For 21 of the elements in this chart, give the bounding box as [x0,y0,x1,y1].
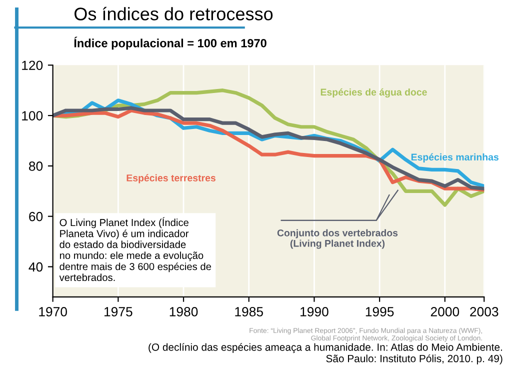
y-tick-label: 60 [29,212,43,222]
text: Espécies terrestres [126,174,216,184]
y-tick-label: 40 [28,262,43,272]
x-tick-label: 1980 [170,307,198,316]
chart-title: Os índices do retrocesso [74,6,273,20]
series-label: Espécies marinhas [411,153,498,162]
text: Conjunto dos vertebrados (Living Planet Index) [277,229,398,249]
x-tick-label: 1970 [39,307,67,316]
x-tick-label: 1990 [300,307,328,316]
x-tick-label: 2003 [470,307,498,316]
y-tick-label: 100 [22,111,43,120]
annotation: O Living Planet Index (Índice Planeta Vivo) é um indicador do estado da biodiversidade no mundo: ele mede a evolução dentre mais de 3 600 espécies de vertebrados. [59,217,212,282]
y-axis-title: Índice populacional = 100 em 1970 [74,36,266,50]
x-tick-label: 1995 [366,307,394,316]
y-tick-label: 80 [29,162,43,171]
x-tick-label: 1975 [104,307,132,316]
x-tick-label: 2000 [430,307,460,316]
y-tick-label: 120 [22,60,43,70]
x-tick-label: 1985 [235,307,263,316]
text: Espécies de água doce [320,88,427,98]
text: (O declínio das espécies ameaça a humanidade. In: Atlas do Meio Ambiente. São Paulo: Instituto Pólis, 2010. p. 49) [148,343,502,364]
